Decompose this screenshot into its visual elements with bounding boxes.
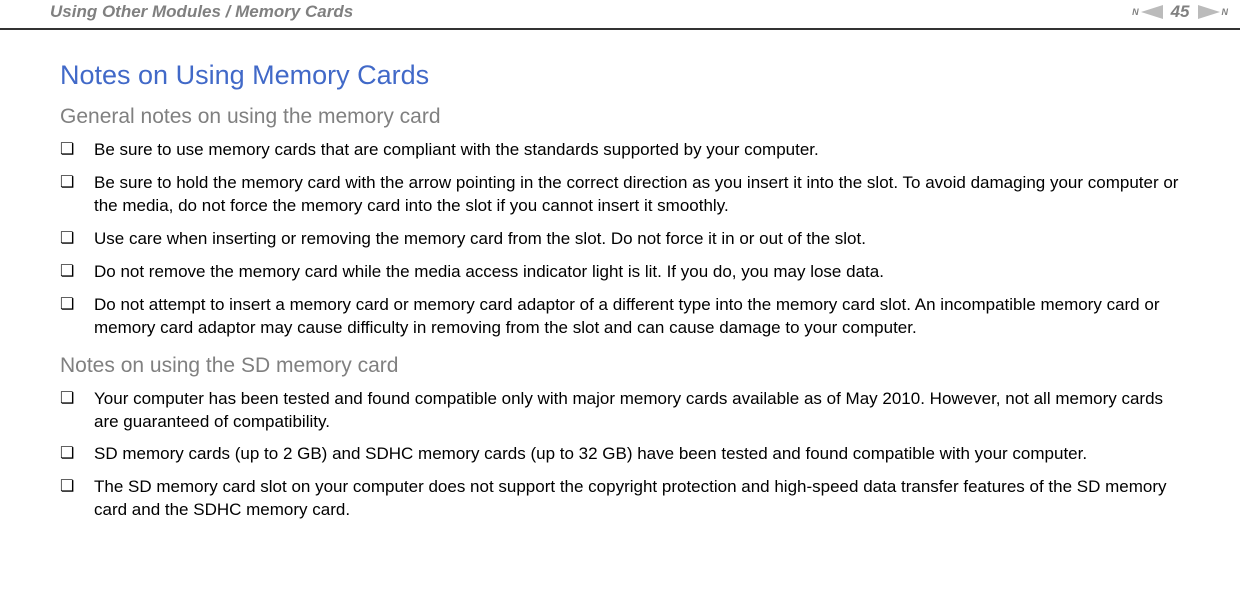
nav-letter-right: N bbox=[1222, 7, 1229, 17]
sd-notes-list: Your computer has been tested and found … bbox=[60, 388, 1180, 523]
list-item: Do not attempt to insert a memory card o… bbox=[60, 294, 1180, 340]
nav-letter-left: N bbox=[1132, 7, 1139, 17]
page-content: Notes on Using Memory Cards General note… bbox=[0, 30, 1240, 522]
prev-page-icon[interactable] bbox=[1141, 5, 1163, 19]
list-item: SD memory cards (up to 2 GB) and SDHC me… bbox=[60, 443, 1180, 466]
section-heading-sd: Notes on using the SD memory card bbox=[60, 354, 1180, 378]
section-heading-general: General notes on using the memory card bbox=[60, 105, 1180, 129]
general-notes-list: Be sure to use memory cards that are com… bbox=[60, 139, 1180, 340]
page-title: Notes on Using Memory Cards bbox=[60, 60, 1180, 91]
page-number: 45 bbox=[1171, 2, 1190, 22]
list-item: The SD memory card slot on your computer… bbox=[60, 476, 1180, 522]
list-item: Be sure to hold the memory card with the… bbox=[60, 172, 1180, 218]
list-item: Your computer has been tested and found … bbox=[60, 388, 1180, 434]
list-item: Do not remove the memory card while the … bbox=[60, 261, 1180, 284]
breadcrumb: Using Other Modules / Memory Cards bbox=[50, 2, 353, 22]
page-header: Using Other Modules / Memory Cards N 45 … bbox=[0, 0, 1240, 24]
list-item: Be sure to use memory cards that are com… bbox=[60, 139, 1180, 162]
next-page-icon[interactable] bbox=[1198, 5, 1220, 19]
page-navigation: N 45 N bbox=[1130, 2, 1230, 22]
list-item: Use care when inserting or removing the … bbox=[60, 228, 1180, 251]
